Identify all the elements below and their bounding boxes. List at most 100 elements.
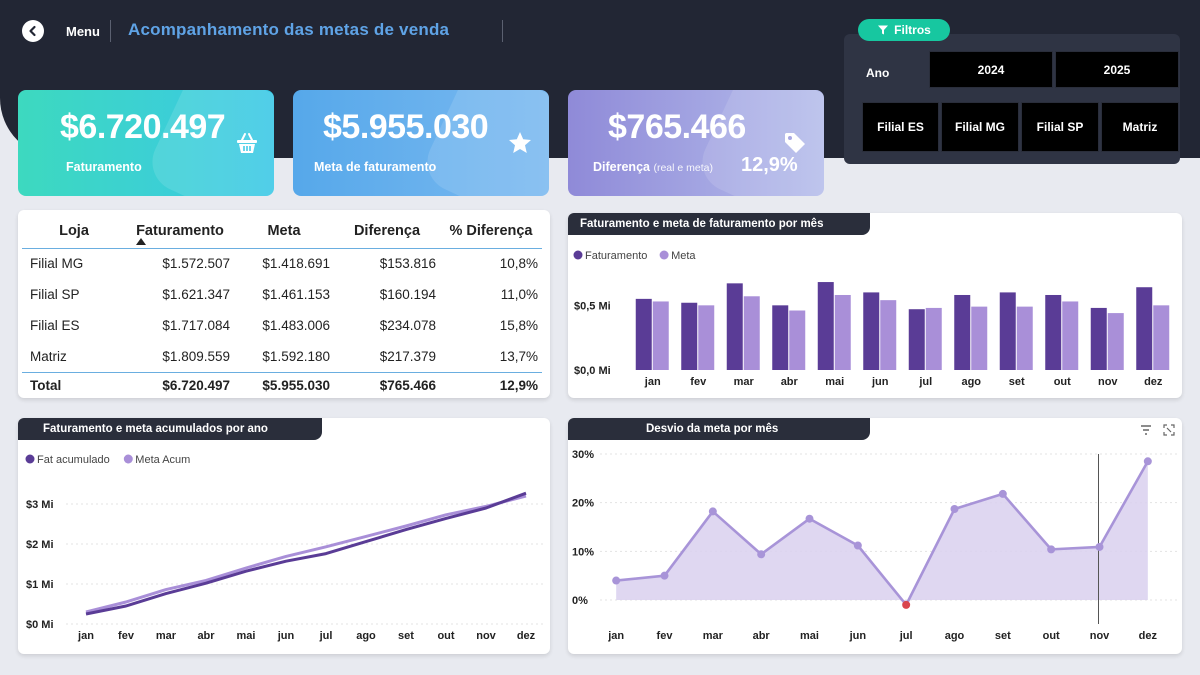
header-divider bbox=[110, 20, 111, 42]
legend-label: Faturamento bbox=[585, 250, 647, 262]
bar-meta bbox=[925, 307, 942, 370]
data-point bbox=[1143, 457, 1152, 466]
x-tick-label: set bbox=[398, 630, 414, 642]
bar-faturamento bbox=[1136, 287, 1153, 370]
data-point bbox=[612, 576, 621, 585]
x-tick-label: out bbox=[1054, 376, 1071, 388]
kpi-meta-value: $5.955.030 bbox=[323, 108, 489, 146]
column-header-pct-diferenca[interactable]: % Diferença bbox=[440, 214, 542, 249]
x-tick-label: set bbox=[1009, 376, 1025, 388]
x-tick-label: dez bbox=[517, 630, 536, 642]
legend-marker bbox=[123, 454, 133, 464]
bar-meta bbox=[834, 294, 851, 370]
column-header-diferenca[interactable]: Diferença bbox=[334, 214, 440, 249]
table-row: Matriz $1.809.559 $1.592.180 $217.379 13… bbox=[22, 341, 542, 372]
bar-meta bbox=[652, 301, 669, 370]
data-point bbox=[1047, 545, 1056, 554]
y-tick-label: $0 Mi bbox=[26, 619, 54, 631]
x-tick-label: out bbox=[437, 630, 454, 642]
x-tick-label: mar bbox=[703, 630, 724, 642]
x-tick-label: nov bbox=[1098, 376, 1118, 388]
table-cell: 10,8% bbox=[499, 256, 538, 272]
table-cell: $217.379 bbox=[379, 348, 436, 364]
column-header-faturamento-label: Faturamento bbox=[136, 222, 224, 239]
bar-faturamento bbox=[1045, 294, 1062, 370]
branch-matriz-button[interactable]: Matriz bbox=[1101, 102, 1179, 152]
x-tick-label: abr bbox=[197, 630, 215, 642]
bar-meta bbox=[1062, 301, 1079, 370]
column-header-meta[interactable]: Meta bbox=[234, 214, 334, 249]
x-tick-label: jul bbox=[918, 376, 932, 388]
branch-table: Loja Faturamento Meta Diferença % Difere… bbox=[22, 214, 542, 398]
x-tick-label: jul bbox=[319, 630, 333, 642]
branch-filial-mg-button[interactable]: Filial MG bbox=[941, 102, 1019, 152]
table-cell: 12,9% bbox=[440, 371, 542, 398]
bar-meta bbox=[1107, 313, 1124, 370]
menu-button[interactable]: Menu bbox=[22, 20, 100, 42]
table-cell: 15,8% bbox=[499, 318, 538, 333]
table-cell: $1.572.507 bbox=[162, 256, 230, 272]
table-row: Filial ES $1.717.084 $1.483.006 $234.078… bbox=[22, 310, 542, 341]
bar-faturamento bbox=[681, 302, 698, 370]
table-cell: $1.461.153 bbox=[262, 287, 330, 302]
filter-icon bbox=[878, 25, 889, 35]
data-point bbox=[998, 489, 1007, 498]
year-2024-button[interactable]: 2024 bbox=[929, 51, 1053, 88]
data-point bbox=[708, 507, 717, 516]
data-point bbox=[660, 571, 669, 580]
monthly-bar-chart-card: Faturamento e meta de faturamento por mê… bbox=[568, 213, 1182, 398]
column-header-loja[interactable]: Loja bbox=[22, 214, 126, 249]
x-tick-label: jul bbox=[899, 630, 913, 642]
bar-faturamento bbox=[954, 294, 971, 370]
legend-label: Meta Acum bbox=[135, 454, 190, 466]
table-cell: Filial MG bbox=[30, 256, 84, 272]
data-point bbox=[950, 504, 959, 513]
table-cell: Matriz bbox=[30, 348, 67, 364]
legend-marker bbox=[25, 454, 35, 464]
branch-filial-es-button[interactable]: Filial ES bbox=[862, 102, 939, 152]
column-header-faturamento[interactable]: Faturamento bbox=[126, 214, 234, 249]
branch-filial-sp-button[interactable]: Filial SP bbox=[1021, 102, 1099, 152]
monthly-bar-chart: Faturamento Meta $0,0 Mi $0,5 Mi jan fev mar ab… bbox=[573, 250, 1170, 388]
x-tick-label: jun bbox=[871, 376, 889, 388]
series-line-fat-acumulado bbox=[85, 491, 527, 616]
deviation-area-chart: 0% 10% 20% 30% jan fev mar abr mai jun jul ago set ou… bbox=[572, 449, 1180, 642]
y-tick-label: 0% bbox=[572, 595, 588, 607]
table-cell: $234.078 bbox=[379, 318, 436, 333]
kpi-diferenca-value: $765.466 bbox=[608, 108, 746, 146]
x-tick-label: out bbox=[1043, 630, 1060, 642]
x-tick-label: mai bbox=[800, 630, 819, 642]
price-tag-icon bbox=[785, 133, 805, 153]
area-fill bbox=[616, 461, 1148, 605]
filter-icon[interactable] bbox=[1140, 424, 1152, 436]
kpi-meta-card: $5.955.030 Meta de faturamento bbox=[293, 90, 549, 196]
x-tick-label: jan bbox=[77, 630, 94, 642]
data-point bbox=[805, 514, 814, 523]
bar-meta bbox=[971, 306, 988, 370]
bar-faturamento bbox=[635, 298, 652, 370]
chart-title: Faturamento e meta de faturamento por mê… bbox=[568, 213, 870, 235]
cumulative-line-chart-card: Faturamento e meta acumulados por ano Fa… bbox=[18, 418, 550, 654]
year-2025-button[interactable]: 2025 bbox=[1055, 51, 1179, 88]
x-tick-label: mai bbox=[237, 630, 256, 642]
x-tick-label: fev bbox=[690, 376, 707, 388]
focus-mode-icon[interactable] bbox=[1163, 424, 1175, 436]
table-cell: $160.194 bbox=[379, 287, 436, 302]
x-tick-label: abr bbox=[753, 630, 771, 642]
table-row: Filial MG $1.572.507 $1.418.691 $153.816… bbox=[22, 248, 542, 279]
x-tick-label: mai bbox=[825, 376, 844, 388]
kpi-diferenca-label: Diferença bbox=[593, 160, 650, 174]
kpi-diferenca-sublabel: (real e meta) bbox=[653, 162, 713, 174]
y-tick-label: $0,0 Mi bbox=[574, 365, 611, 377]
deviation-area-chart-card: Desvio da meta por mês 0% 10% 20% 30% jan fev… bbox=[568, 418, 1182, 654]
table-cell: $1.483.006 bbox=[262, 318, 330, 333]
table-cell: Filial SP bbox=[30, 287, 80, 302]
bar-meta bbox=[743, 296, 760, 370]
legend-label: Meta bbox=[671, 250, 696, 262]
y-tick-label: 10% bbox=[572, 546, 594, 558]
bar-faturamento bbox=[817, 282, 834, 370]
x-tick-label: dez bbox=[1139, 630, 1158, 642]
kpi-diferenca-pct: 12,9% bbox=[741, 154, 798, 176]
y-tick-label: $3 Mi bbox=[26, 499, 54, 511]
filters-button[interactable]: Filtros bbox=[858, 19, 950, 41]
